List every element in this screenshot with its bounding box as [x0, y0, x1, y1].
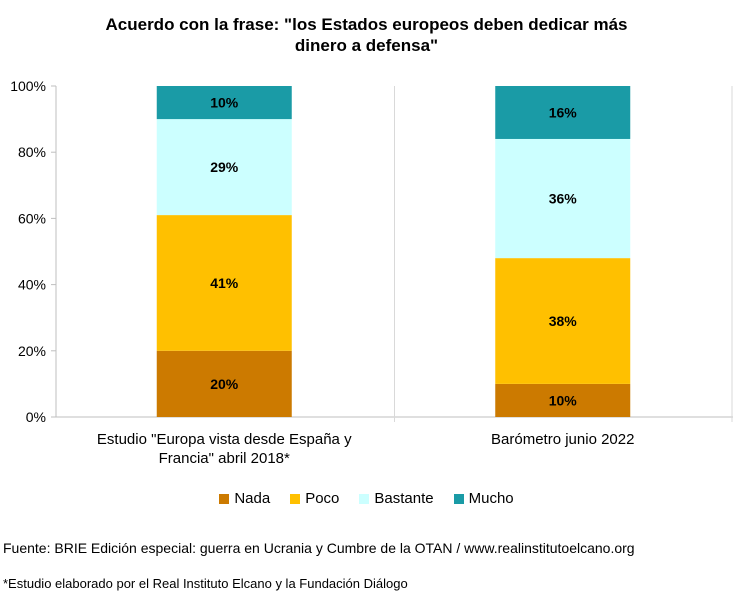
- legend-item-mucho: Mucho: [453, 490, 514, 507]
- data-label: 10%: [549, 392, 578, 408]
- legend-item-nada: Nada: [219, 490, 270, 507]
- legend-swatch-poco: [290, 493, 301, 504]
- y-tick-label: 60%: [18, 210, 46, 226]
- x-category-label: Barómetro junio 2022: [491, 431, 634, 448]
- y-tick-label: 100%: [10, 78, 46, 94]
- data-label: 41%: [210, 275, 239, 291]
- y-tick-label: 80%: [18, 144, 46, 160]
- data-label: 29%: [210, 159, 239, 175]
- stacked-bar-chart: 0% 20% 40% 60% 80% 100% 20% 41% 29% 10% Estudio "E…: [10, 78, 733, 467]
- legend-label-bastante: Bastante: [374, 490, 434, 507]
- legend-swatch-nada: [219, 493, 230, 504]
- legend-swatch-mucho: [453, 493, 464, 504]
- chart-title: Acuerdo con la frase: "los Estados europ…: [0, 14, 733, 56]
- bar-bastante-1: [156, 119, 292, 216]
- legend: Nada Poco Bastante Mucho: [0, 490, 733, 507]
- footnote: *Estudio elaborado por el Real Instituto…: [3, 576, 408, 591]
- x-category-label: Estudio "Europa vista desde España y: [97, 431, 352, 448]
- bar-poco-2: [495, 258, 631, 384]
- data-label: 20%: [210, 376, 239, 392]
- legend-label-nada: Nada: [234, 490, 271, 507]
- bar-nada-2: [495, 383, 631, 417]
- legend-item-bastante: Bastante: [359, 490, 434, 507]
- x-category-label: Francia" abril 2018*: [159, 450, 290, 467]
- legend-label-mucho: Mucho: [468, 490, 514, 507]
- data-label: 36%: [549, 191, 578, 207]
- bar-mucho-2: [495, 86, 631, 139]
- legend-label-poco: Poco: [305, 490, 340, 507]
- bar-poco-1: [156, 215, 292, 351]
- legend-swatch-bastante: [359, 493, 370, 504]
- y-tick-label: 0%: [26, 409, 46, 425]
- data-label: 10%: [210, 95, 239, 111]
- y-tick-label: 40%: [18, 277, 46, 293]
- bar-mucho-1: [156, 86, 292, 120]
- source-note: Fuente: BRIE Edición especial: guerra en…: [3, 540, 635, 556]
- chart-title-line-1: Acuerdo con la frase: "los Estados europ…: [105, 15, 628, 34]
- chart-title-line-2: dinero a defensa": [294, 36, 439, 55]
- bar-bastante-2: [495, 138, 631, 259]
- bar-nada-1: [156, 350, 292, 417]
- y-tick-label: 20%: [18, 343, 46, 359]
- data-label: 38%: [549, 313, 578, 329]
- data-label: 16%: [549, 104, 578, 120]
- legend-item-poco: Poco: [290, 490, 339, 507]
